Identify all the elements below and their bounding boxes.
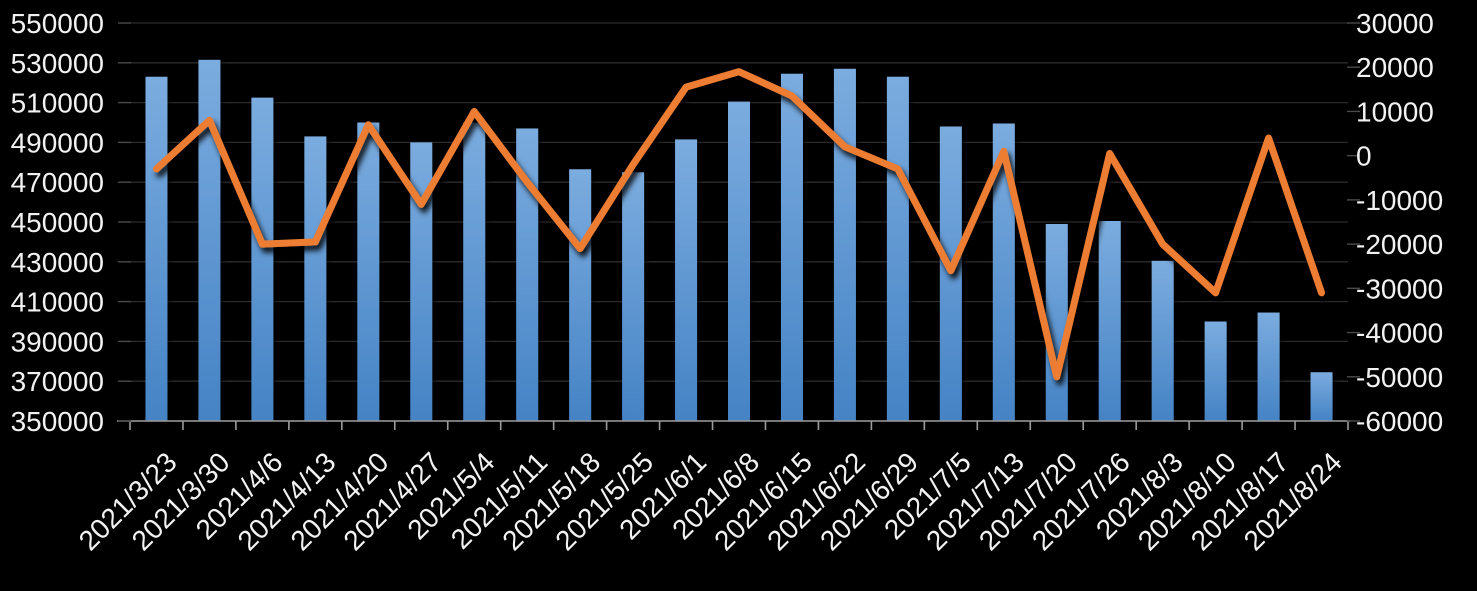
left-axis-label: 390000 xyxy=(11,326,104,357)
left-axis-label: 370000 xyxy=(11,366,104,397)
bar-2021/8/10 xyxy=(1204,321,1227,421)
left-axis-label: 410000 xyxy=(11,287,104,318)
bar-2021/6/1 xyxy=(675,139,698,422)
right-axis-label: -20000 xyxy=(1356,229,1443,260)
bar-2021/5/4 xyxy=(463,122,486,421)
bar-2021/6/22 xyxy=(833,68,856,422)
bar-series xyxy=(145,59,1333,422)
left-axis-label: 470000 xyxy=(11,167,104,198)
right-axis-label: -30000 xyxy=(1356,273,1443,304)
x-axis xyxy=(117,420,1350,430)
left-axis-label: 550000 xyxy=(11,8,104,39)
right-axis-label: -10000 xyxy=(1356,185,1443,216)
right-axis-label: 30000 xyxy=(1356,8,1434,39)
left-axis-label: 430000 xyxy=(11,247,104,278)
bar-2021/4/27 xyxy=(410,142,433,421)
right-axis-label: 0 xyxy=(1356,141,1372,172)
bar-2021/5/18 xyxy=(569,169,592,421)
right-axis-label: -50000 xyxy=(1356,362,1443,393)
right-axis-label: -40000 xyxy=(1356,318,1443,349)
bar-2021/3/23 xyxy=(145,76,168,421)
right-axis-label: 20000 xyxy=(1356,52,1434,83)
bar-2021/4/20 xyxy=(357,122,380,421)
right-axis-label: 10000 xyxy=(1356,96,1434,127)
bar-2021/7/20 xyxy=(1045,223,1068,421)
bar-2021/4/13 xyxy=(304,136,327,421)
bar-2021/8/17 xyxy=(1257,312,1280,421)
left-axis-label: 490000 xyxy=(11,127,104,158)
bar-2021/7/26 xyxy=(1098,221,1121,421)
line-series xyxy=(152,68,1326,381)
bar-2021/6/29 xyxy=(886,76,909,421)
bar-2021/5/11 xyxy=(516,128,539,421)
left-y-axis: 550000 530000 510000 490000 470000 450000 4300… xyxy=(11,8,131,437)
left-axis-label: 350000 xyxy=(11,406,104,437)
right-axis-label: -60000 xyxy=(1356,406,1443,437)
left-axis-label: 510000 xyxy=(11,88,104,119)
x-axis-labels: 2021/3/232021/3/302021/4/62021/4/132021/… xyxy=(73,446,1348,556)
bar-2021/4/6 xyxy=(251,97,274,421)
left-axis-label: 530000 xyxy=(11,48,104,79)
bar-2021/6/15 xyxy=(780,73,803,422)
bar-2021/7/13 xyxy=(992,123,1015,422)
bar-2021/6/8 xyxy=(728,101,750,421)
right-y-axis: 30000 20000 10000 0 -10000 -20000 -30000 -40000… xyxy=(1347,8,1443,437)
left-axis-label: 450000 xyxy=(11,207,104,238)
bar-2021/8/24 xyxy=(1310,372,1333,421)
bar-2021/8/3 xyxy=(1151,260,1174,421)
bar-2021/5/25 xyxy=(622,172,645,421)
bar-2021/3/30 xyxy=(198,59,221,421)
